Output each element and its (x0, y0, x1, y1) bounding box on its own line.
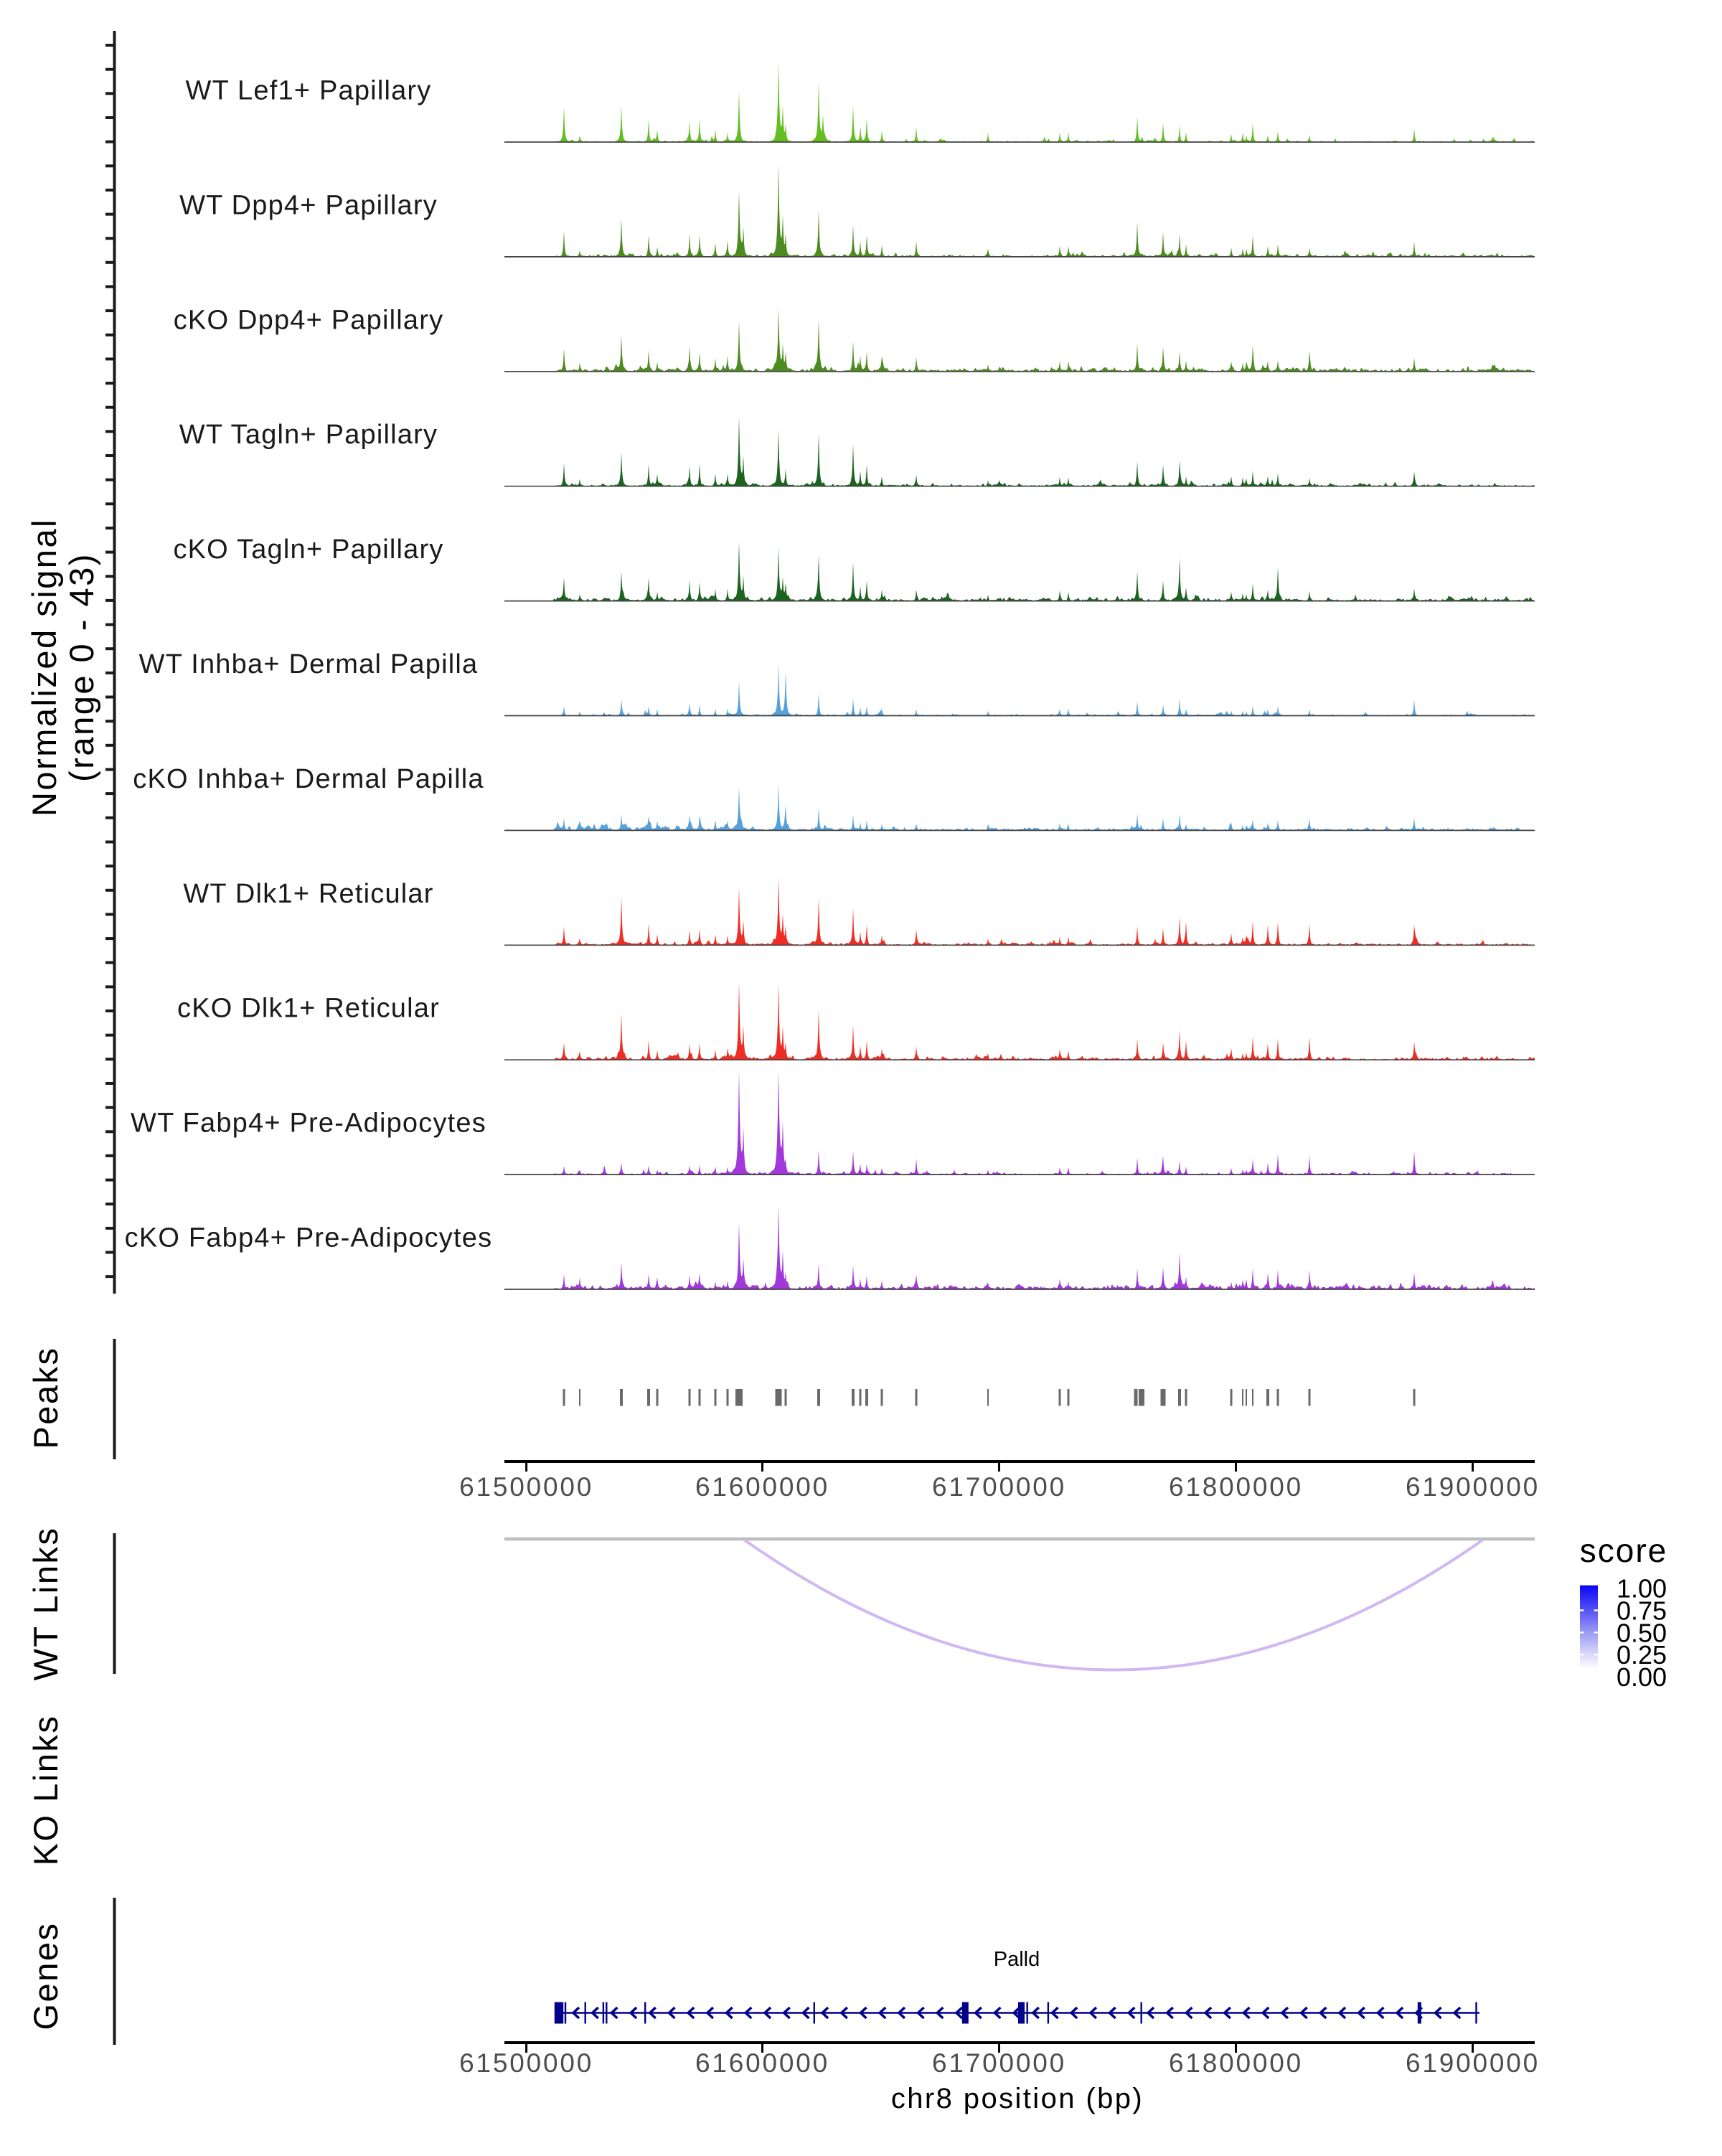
svg-text:61600000: 61600000 (695, 1472, 829, 1502)
svg-text:cKO Inhba+ Dermal Papilla: cKO Inhba+ Dermal Papilla (133, 764, 484, 794)
svg-text:0.00: 0.00 (1617, 1662, 1667, 1692)
svg-text:0.75: 0.75 (1617, 1596, 1667, 1626)
svg-text:WT Fabp4+ Pre-Adipocytes: WT Fabp4+ Pre-Adipocytes (131, 1108, 486, 1139)
svg-text:Peaks: Peaks (27, 1346, 65, 1449)
svg-text:Palld: Palld (994, 1948, 1040, 1971)
svg-text:KO Links: KO Links (27, 1715, 65, 1866)
svg-text:chr8 position (bp): chr8 position (bp) (891, 2083, 1144, 2114)
svg-text:WT Links: WT Links (27, 1527, 65, 1681)
svg-text:0.50: 0.50 (1617, 1618, 1667, 1647)
svg-text:61900000: 61900000 (1406, 1472, 1540, 1502)
svg-text:1.00: 1.00 (1617, 1574, 1667, 1604)
svg-text:61800000: 61800000 (1169, 1472, 1303, 1502)
svg-text:Normalized signal: Normalized signal (25, 518, 63, 816)
svg-text:cKO Dpp4+ Papillary: cKO Dpp4+ Papillary (174, 305, 444, 335)
svg-text:61900000: 61900000 (1406, 2048, 1540, 2078)
svg-text:(range 0 - 43): (range 0 - 43) (62, 552, 100, 782)
svg-text:61500000: 61500000 (459, 1472, 593, 1502)
svg-text:61800000: 61800000 (1169, 2048, 1303, 2078)
svg-text:61700000: 61700000 (932, 2048, 1066, 2078)
svg-text:Genes: Genes (27, 1922, 65, 2030)
svg-text:61700000: 61700000 (932, 1472, 1066, 1502)
svg-text:WT Dlk1+ Reticular: WT Dlk1+ Reticular (183, 879, 433, 909)
svg-text:WT Inhba+ Dermal Papilla: WT Inhba+ Dermal Papilla (139, 649, 479, 679)
svg-text:0.25: 0.25 (1617, 1640, 1667, 1670)
svg-text:61500000: 61500000 (459, 2048, 593, 2078)
svg-text:61600000: 61600000 (695, 2048, 829, 2078)
svg-text:cKO Tagln+ Papillary: cKO Tagln+ Papillary (173, 535, 443, 565)
svg-text:score: score (1580, 1532, 1667, 1569)
svg-text:cKO Fabp4+ Pre-Adipocytes: cKO Fabp4+ Pre-Adipocytes (125, 1223, 493, 1253)
svg-text:WT Lef1+ Papillary: WT Lef1+ Papillary (186, 76, 432, 106)
svg-text:WT Tagln+ Papillary: WT Tagln+ Papillary (179, 420, 438, 450)
svg-text:cKO Dlk1+ Reticular: cKO Dlk1+ Reticular (177, 994, 440, 1024)
svg-text:WT Dpp4+ Papillary: WT Dpp4+ Papillary (179, 190, 438, 220)
